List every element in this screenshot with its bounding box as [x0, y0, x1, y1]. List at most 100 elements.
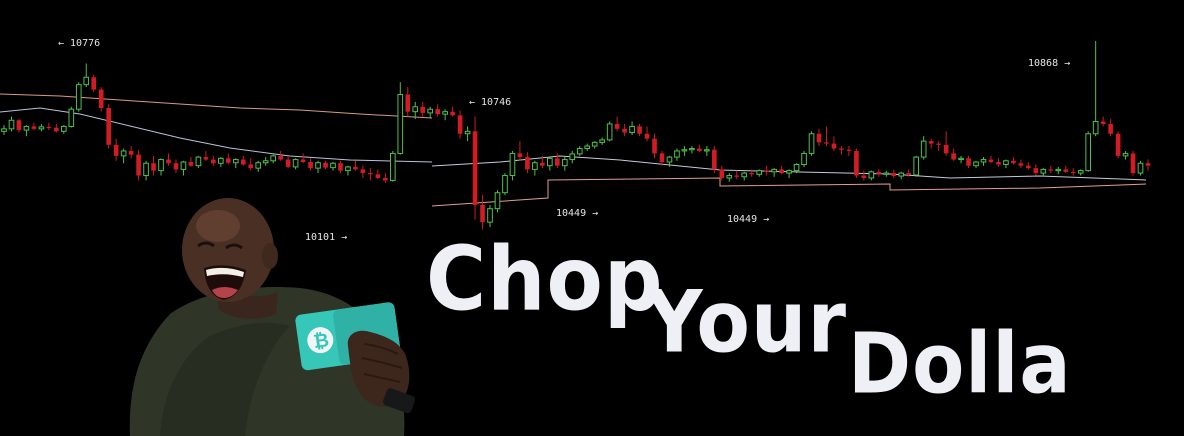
candle-body	[973, 161, 979, 167]
candle-body	[1092, 120, 1099, 135]
candle-body	[502, 175, 508, 194]
candle-body	[666, 156, 673, 163]
candle-body	[771, 168, 777, 173]
candle-body	[120, 150, 127, 157]
candle-body	[1003, 160, 1009, 165]
candle-body	[262, 160, 269, 164]
candle-body	[1122, 152, 1129, 157]
candle-body	[435, 109, 440, 115]
candle-body	[749, 173, 755, 175]
candle-body	[622, 128, 627, 133]
candle-body	[323, 162, 328, 168]
tongue	[212, 287, 238, 298]
candle-body	[928, 141, 934, 144]
candle-body	[1, 128, 7, 132]
bitcoin-icon	[307, 327, 334, 354]
candle-body	[1011, 160, 1016, 164]
candle-body	[1063, 169, 1069, 172]
candle-body	[128, 150, 134, 155]
smiling-man-holding-wallet: ₿	[129, 198, 416, 436]
candle-body	[375, 174, 381, 178]
candle-body	[652, 138, 657, 154]
candle-body	[920, 140, 927, 158]
candle-body	[764, 170, 769, 172]
candle-body	[846, 149, 852, 151]
candle-body	[876, 171, 882, 175]
candle-body	[569, 153, 576, 161]
candle-body	[756, 170, 763, 175]
candle-body	[353, 166, 358, 170]
candle-body	[143, 162, 149, 177]
candle-body	[861, 175, 867, 178]
headline-word-2: Your	[646, 273, 847, 373]
candle-body	[450, 111, 455, 116]
candle-body	[68, 108, 75, 127]
candle-body	[517, 153, 523, 158]
candle-body	[240, 159, 246, 165]
candle-body	[405, 94, 411, 112]
candle-body	[808, 133, 815, 154]
candle-body	[345, 166, 351, 172]
candle-body	[996, 162, 1001, 165]
annotation-high-2: ← 10746	[469, 97, 511, 108]
candle-body	[584, 145, 591, 150]
candle-body	[75, 84, 82, 110]
candle-body	[151, 163, 156, 171]
candle-body	[1130, 153, 1136, 174]
head-highlight	[196, 210, 240, 242]
candle-body	[1115, 133, 1121, 156]
candle-body	[472, 131, 478, 205]
ma-slow-line	[0, 93, 433, 119]
candle-body	[1040, 168, 1047, 174]
candle-body	[525, 157, 530, 170]
candle-body	[629, 125, 635, 134]
candle-body	[591, 141, 598, 147]
candle-body	[83, 76, 90, 86]
candle-body	[659, 153, 665, 163]
candle-body	[637, 126, 642, 134]
candle-body	[442, 111, 448, 115]
candle-body	[158, 159, 164, 172]
candle-body	[980, 159, 987, 163]
candle-body	[270, 155, 276, 162]
candle-body	[547, 157, 553, 167]
candle-body	[1077, 170, 1084, 174]
candle-body	[1033, 168, 1039, 174]
candle-body	[232, 159, 239, 164]
candle-body	[779, 169, 784, 174]
candle-body	[734, 175, 740, 177]
candle-body	[786, 170, 792, 174]
candle-body	[958, 157, 964, 161]
candle-body	[606, 123, 613, 141]
candle-body	[106, 107, 111, 145]
candle-body	[1137, 162, 1144, 174]
candle-body	[188, 162, 194, 166]
candle-body	[195, 156, 202, 167]
candle-body	[681, 149, 688, 152]
sweater-shade	[160, 322, 290, 436]
candle-body	[338, 163, 343, 171]
candle-body	[300, 159, 306, 163]
candle-body	[91, 77, 97, 90]
ear	[262, 243, 278, 269]
candle-body	[936, 143, 941, 145]
hand	[347, 330, 410, 407]
candle-body	[801, 152, 807, 165]
candles	[1, 40, 1151, 230]
annotation-low-2: 10449 →	[556, 208, 598, 219]
candle-body	[46, 126, 52, 129]
candle-body	[966, 158, 971, 166]
candle-body	[793, 163, 800, 172]
candle-body	[285, 159, 291, 167]
candle-body	[868, 171, 875, 179]
annotation-low-3: 10449 →	[727, 214, 769, 225]
candle-body	[1145, 163, 1151, 166]
annotation-low-1: 10101 →	[305, 232, 347, 243]
candle-body	[1070, 171, 1076, 174]
candle-body	[31, 126, 37, 129]
candle-body	[16, 120, 22, 131]
candle-body	[988, 159, 994, 163]
candle-body	[218, 157, 224, 164]
